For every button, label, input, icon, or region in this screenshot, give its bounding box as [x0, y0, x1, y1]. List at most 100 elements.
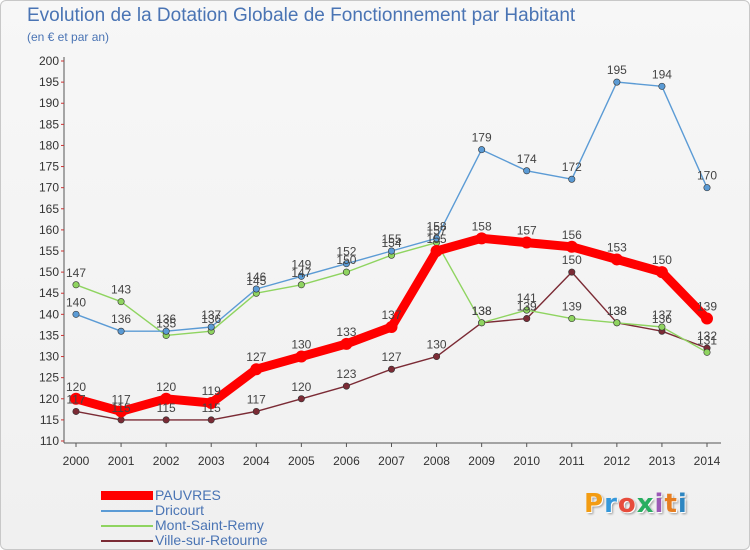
y-tick-label-115: 115: [40, 413, 59, 427]
point-pauvres-2007: [385, 321, 398, 333]
data-label-mont-saint-remy-2011: 139: [562, 300, 582, 314]
point-dricourt-2013: [658, 82, 666, 90]
x-tick-label-2006: 2006: [333, 454, 360, 468]
data-label-pauvres-2006: 133: [336, 325, 356, 339]
logo-letter: i: [654, 489, 665, 519]
data-label-pauvres-2004: 127: [246, 350, 266, 364]
data-label-dricourt-2010: 174: [517, 152, 537, 166]
point-dricourt-2006: [342, 260, 350, 268]
data-label-pauvres-2008: 155: [427, 232, 447, 246]
data-label-ville-sur-retourne-2006: 123: [336, 367, 356, 381]
y-tick-label-175: 175: [39, 160, 59, 174]
point-dricourt-2014: [703, 184, 711, 192]
data-label-pauvres-2000: 120: [66, 380, 86, 394]
data-label-mont-saint-remy-2006: 150: [336, 253, 356, 267]
point-dricourt-2007: [387, 247, 395, 255]
point-dricourt-2004: [252, 285, 260, 293]
legend-label-ville-sur-retourne: Ville-sur-Retourne: [155, 532, 268, 548]
data-label-mont-saint-remy-2001: 143: [111, 283, 131, 297]
data-label-dricourt-2002: 136: [156, 312, 176, 326]
y-tick-label-140: 140: [39, 307, 59, 321]
data-label-pauvres-2011: 156: [562, 228, 582, 242]
point-pauvres-2013: [655, 266, 668, 279]
data-label-dricourt-2007: 155: [381, 232, 401, 246]
legend-swatch-ville-sur-retourne: [101, 540, 153, 542]
data-label-dricourt-2008: 158: [427, 219, 447, 233]
data-label-pauvres-2009: 158: [472, 219, 492, 233]
data-label-ville-sur-retourne-2003: 115: [202, 401, 221, 415]
legend-item-mont-saint-remy: Mont-Saint-Remy: [101, 517, 361, 533]
data-label-ville-sur-retourne-2002: 115: [157, 401, 176, 415]
y-tick-label-195: 195: [39, 75, 59, 89]
point-pauvres-2005: [295, 350, 308, 363]
x-tick-label-2007: 2007: [378, 454, 405, 468]
point-ville-sur-retourne-2006: [342, 382, 350, 390]
x-tick-label-2000: 2000: [63, 454, 90, 468]
logo-letter: t: [664, 489, 678, 519]
data-label-ville-sur-retourne-2013: 136: [652, 312, 672, 326]
y-tick-label-155: 155: [39, 244, 59, 258]
series-line-dricourt: [75, 81, 708, 332]
point-mont-saint-remy-2006: [342, 268, 350, 276]
y-tick-label-110: 110: [40, 434, 59, 448]
x-tick-label-2001: 2001: [108, 454, 135, 468]
data-label-pauvres-2010: 157: [517, 224, 537, 238]
x-tick-label-2014: 2014: [694, 454, 721, 468]
point-ville-sur-retourne-2004: [252, 407, 260, 415]
data-label-mont-saint-remy-2014: 131: [697, 333, 717, 347]
data-label-pauvres-2012: 153: [607, 240, 627, 254]
point-ville-sur-retourne-2001: [117, 416, 125, 424]
data-label-mont-saint-remy-2008: 157: [427, 224, 447, 238]
proxiti-logo: Proxiti: [584, 489, 688, 519]
chart-subtitle: (en € et par an): [27, 30, 110, 44]
point-dricourt-2008: [433, 234, 441, 242]
y-tick-label-150: 150: [39, 265, 59, 279]
y-tick-label-120: 120: [39, 392, 59, 406]
point-mont-saint-remy-2011: [568, 315, 576, 323]
point-dricourt-2010: [523, 167, 531, 175]
data-label-mont-saint-remy-2002: 135: [156, 316, 176, 330]
point-pauvres-2009: [475, 232, 488, 245]
data-label-ville-sur-retourne-2008: 130: [427, 338, 447, 352]
point-dricourt-2011: [568, 175, 576, 183]
x-tick-label-2011: 2011: [559, 454, 585, 468]
legend-item-ville-sur-retourne: Ville-sur-Retourne: [101, 532, 361, 548]
legend-swatch-pauvres: [101, 491, 153, 500]
y-tick-label-165: 165: [39, 202, 59, 216]
data-label-dricourt-2011: 172: [562, 160, 582, 174]
legend-item-pauvres: PAUVRES: [101, 487, 361, 503]
y-tick-label-190: 190: [39, 96, 59, 110]
data-label-ville-sur-retourne-2010: 139: [517, 300, 537, 314]
point-mont-saint-remy-2012: [613, 319, 621, 327]
point-dricourt-2005: [297, 272, 305, 280]
data-label-dricourt-2003: 137: [201, 308, 221, 322]
point-mont-saint-remy-2014: [703, 348, 711, 356]
y-tick-label-130: 130: [39, 350, 59, 364]
data-label-mont-saint-remy-2013: 137: [652, 308, 672, 322]
point-mont-saint-remy-2001: [117, 298, 125, 306]
chart-title: Evolution de la Dotation Globale de Fonc…: [27, 5, 576, 26]
legend-label-mont-saint-remy: Mont-Saint-Remy: [155, 517, 264, 533]
point-mont-saint-remy-2013: [658, 323, 666, 331]
data-label-ville-sur-retourne-2000: 117: [66, 392, 85, 406]
point-ville-sur-retourne-2011: [568, 268, 576, 276]
data-label-dricourt-2006: 152: [336, 245, 356, 259]
data-label-ville-sur-retourne-2007: 127: [381, 350, 401, 364]
point-ville-sur-retourne-2008: [433, 353, 441, 361]
data-label-pauvres-2014: 139: [697, 300, 717, 314]
data-label-mont-saint-remy-2003: 136: [201, 312, 221, 326]
x-tick-label-2004: 2004: [243, 454, 270, 468]
point-mont-saint-remy-2005: [297, 281, 305, 289]
data-label-mont-saint-remy-2005: 147: [291, 266, 311, 280]
logo-letter: P: [584, 489, 605, 519]
data-label-ville-sur-retourne-2009: 138: [472, 304, 492, 318]
point-pauvres-2006: [340, 337, 353, 350]
point-ville-sur-retourne-2007: [387, 365, 395, 373]
x-tick-label-2003: 2003: [198, 454, 225, 468]
data-label-mont-saint-remy-2010: 141: [517, 291, 537, 305]
point-dricourt-2001: [117, 327, 125, 335]
legend-label-dricourt: Dricourt: [155, 502, 205, 518]
logo-letter: o: [617, 489, 637, 519]
data-label-pauvres-2003: 119: [202, 384, 221, 398]
point-mont-saint-remy-2010: [523, 306, 531, 314]
